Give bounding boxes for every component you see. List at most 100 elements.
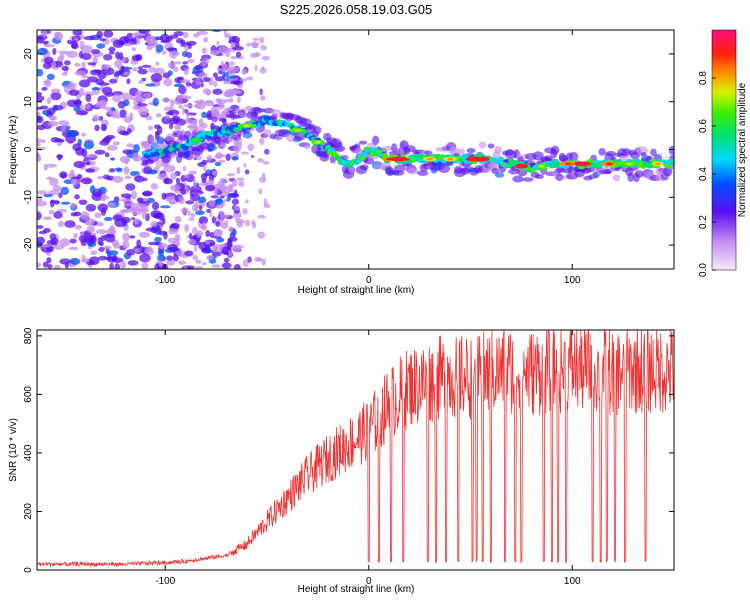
snr-x-ticks: -100 0 100 [155,330,581,587]
colorbar: 0.0 0.2 0.4 0.6 0.8 Normalized spectral ampl… [698,29,748,277]
spectrogram-noise-cell [145,227,156,232]
spectro-y-tick-label: 0 [23,146,34,152]
spectrogram-noise-cell [206,179,215,185]
spectrogram-noise-cell [130,190,138,200]
spectrogram-noise-cell [113,59,123,68]
spectrogram-noise-cell [137,208,149,213]
spectrogram-noise-cell [112,175,124,183]
spectrogram-noise-cell [46,107,56,115]
spectrogram-noise-cell [178,85,187,95]
spectrogram-noise-cell [101,64,110,70]
spectrogram-halo-cell [494,172,505,178]
spectrogram-noise-cell [44,78,52,88]
spectrogram-noise-cell [86,154,98,158]
spectrogram-noise-cell [233,205,241,211]
spectrogram-noise-cell [103,30,114,38]
spectrogram-halo-cell [416,170,429,176]
spectrogram-noise-cell [155,61,160,66]
spectrogram-halo-cell [598,147,606,156]
spectrogram-noise-cell [190,212,196,218]
spectrogram-halo-cell [668,145,674,155]
spectrogram-noise-cell [133,248,140,253]
spectrogram-noise-cell [259,137,265,146]
spectrogram-noise-cell [211,30,222,33]
spectrogram-noise-cell [240,151,249,155]
spectrogram-noise-cell [161,217,166,225]
spectrogram-noise-cell [122,240,130,249]
spectrogram-halo-cell [490,163,498,169]
spectrogram-noise-cell [73,160,86,169]
spectrogram-halo-cell [424,150,433,156]
spectrogram-noise-cell [244,219,251,227]
spectrogram-noise-cell [173,61,182,65]
spectrogram-noise-cell [201,221,207,230]
spectrogram-noise-cell [170,172,178,180]
spectrogram-noise-cell [155,44,164,53]
spectrogram-noise-cell [72,143,82,152]
spectrogram-noise-cell [132,67,138,72]
spectrogram-noise-cell [199,99,204,103]
spectrogram-peak-core [479,157,486,161]
spectrogram-noise-cell [179,94,187,100]
spectrogram-noise-cell [57,120,70,126]
spectrogram-noise-cell [112,94,122,103]
spectrogram-halo-cell [551,145,560,155]
spectrogram-noise-cell [81,132,87,137]
spectrogram-peak-core [447,157,454,161]
spectro-y-tick-label: -10 [23,190,34,205]
spectrogram-noise-cell [131,47,136,52]
spectrogram-noise-cell [187,210,191,216]
spectrogram-noise-cell [187,59,195,63]
spectrogram-noise-cell [201,261,207,266]
spectrogram-halo-cell [206,145,218,151]
spectrogram-noise-cell [58,192,63,199]
spectrogram-noise-cell [81,177,93,185]
spectrogram-noise-cell [219,195,225,199]
spectrogram-noise-cell [251,219,256,226]
spectrogram-noise-cell [133,143,140,153]
spectrogram-noise-cell [141,77,147,82]
spectrogram-noise-cell [195,259,202,264]
spectrogram-noise-cell [221,262,232,269]
spectrogram-halo-cell [583,165,596,173]
spectrogram-noise-cell [201,47,207,54]
spectrogram-noise-cell [228,226,234,233]
spectrogram-noise-cell [242,69,248,73]
spectrogram-noise-cell [126,128,132,134]
spectrogram-halo-cell [569,151,579,162]
spectrogram-noise-cell [242,208,248,215]
spectrogram-noise-cell [137,66,143,70]
spectrogram-noise-cell [40,244,52,248]
spectrogram-noise-cell [182,61,189,65]
spectrogram-noise-cell [142,92,152,98]
spectrogram-noise-cell [195,266,204,269]
spectrogram-x-axis-label: Height of straight line (km) [298,285,415,296]
spectrogram-noise-cell [221,110,227,117]
spectrogram-noise-cell [125,183,136,191]
spectrogram-noise-cell [104,216,113,222]
spectrogram-noise-cell [115,51,121,60]
spectrogram-noise-cell [244,169,250,175]
spectrogram-noise-cell [173,66,179,73]
spectrogram-noise-cell [246,42,251,47]
spectrogram-noise-cell [99,139,110,146]
spectrogram-noise-cell [85,93,92,103]
spectrogram-noise-cell [45,163,58,168]
spectrogram-ridge-cell [355,158,362,164]
spectrogram-peak-core [654,162,661,166]
spectrogram-halo-cell [237,109,247,119]
spectrogram-noise-cell [166,260,176,266]
spectrogram-noise-cell [85,168,95,173]
spectrogram-noise-cell [53,211,63,219]
spectrogram-noise-cell [121,92,131,102]
spectrogram-noise-cell [150,183,159,190]
spectrogram-noise-cell [226,239,233,248]
snr-y-axis-label: SNR (10 * v/v) [8,418,19,482]
spectrogram-noise-cell [261,66,265,71]
spectrogram-noise-cell [211,264,221,268]
spectrogram-noise-cell [187,43,192,50]
spectrogram-noise-cell [215,204,224,209]
spectrogram-halo-cell [621,148,632,157]
spectrogram-noise-cell [74,194,80,200]
spectrogram-noise-cell [258,176,267,183]
